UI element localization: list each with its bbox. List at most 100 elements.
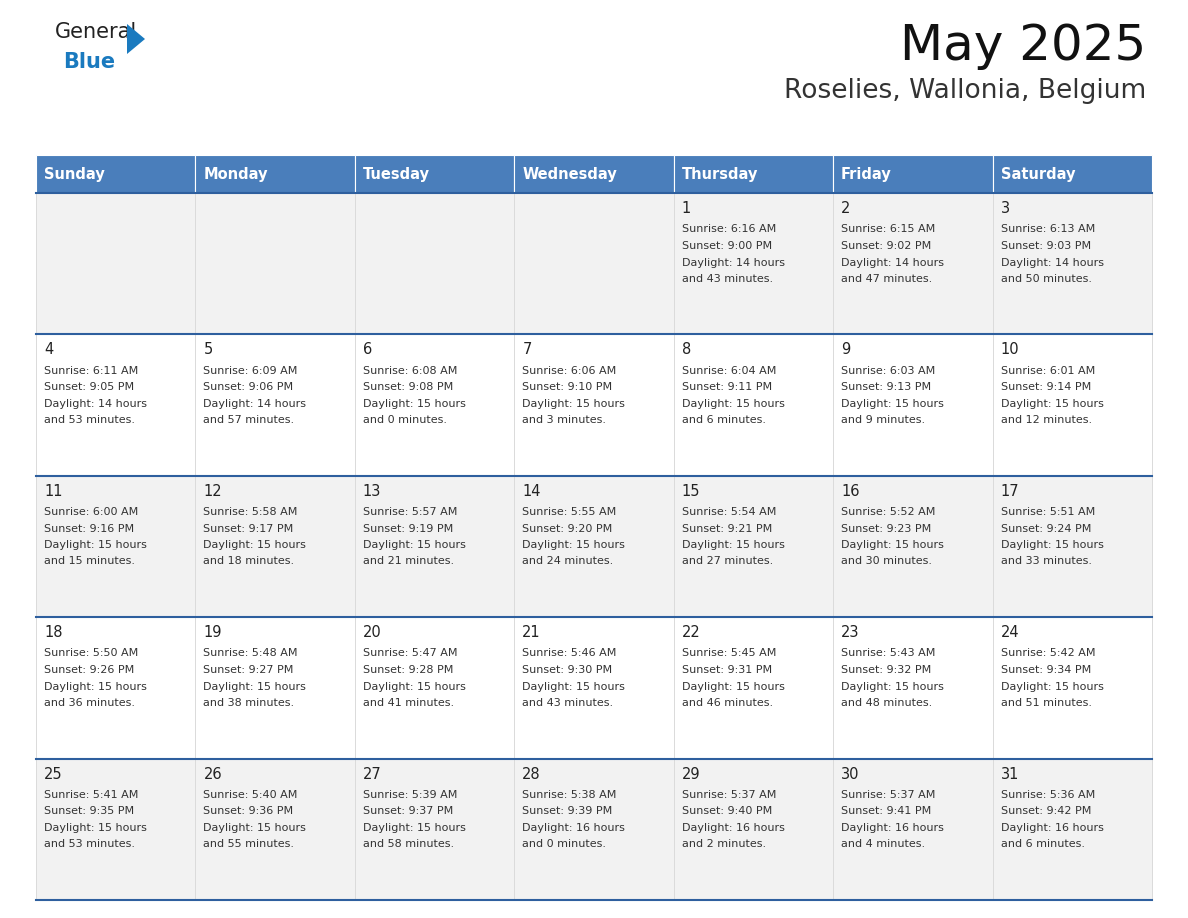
Bar — [355, 758, 514, 900]
Text: Sunrise: 5:36 AM: Sunrise: 5:36 AM — [1000, 789, 1095, 800]
Text: Sunset: 9:05 PM: Sunset: 9:05 PM — [44, 382, 134, 392]
Text: Daylight: 15 hours: Daylight: 15 hours — [203, 823, 307, 834]
Text: and 57 minutes.: and 57 minutes. — [203, 415, 295, 425]
Text: Daylight: 14 hours: Daylight: 14 hours — [203, 399, 307, 409]
Text: Friday: Friday — [841, 166, 892, 182]
Text: 22: 22 — [682, 625, 701, 640]
Text: 13: 13 — [362, 484, 381, 498]
Text: Daylight: 15 hours: Daylight: 15 hours — [362, 399, 466, 409]
Text: and 12 minutes.: and 12 minutes. — [1000, 415, 1092, 425]
Text: Sunset: 9:28 PM: Sunset: 9:28 PM — [362, 665, 453, 675]
Bar — [514, 617, 674, 758]
Text: Sunrise: 5:51 AM: Sunrise: 5:51 AM — [1000, 507, 1095, 517]
Text: Sunrise: 6:13 AM: Sunrise: 6:13 AM — [1000, 224, 1095, 234]
Bar — [992, 193, 1152, 334]
Bar — [355, 155, 514, 193]
Bar — [833, 193, 992, 334]
Bar — [355, 193, 514, 334]
Text: and 3 minutes.: and 3 minutes. — [523, 415, 606, 425]
Text: Sunset: 9:31 PM: Sunset: 9:31 PM — [682, 665, 772, 675]
Text: 6: 6 — [362, 342, 372, 357]
Text: Sunset: 9:11 PM: Sunset: 9:11 PM — [682, 382, 772, 392]
Text: 21: 21 — [523, 625, 541, 640]
Text: Sunrise: 6:09 AM: Sunrise: 6:09 AM — [203, 365, 298, 375]
Text: 19: 19 — [203, 625, 222, 640]
Text: Sunrise: 5:41 AM: Sunrise: 5:41 AM — [44, 789, 138, 800]
Text: and 53 minutes.: and 53 minutes. — [44, 415, 135, 425]
Text: 2: 2 — [841, 201, 851, 216]
Text: Sunrise: 5:37 AM: Sunrise: 5:37 AM — [682, 789, 776, 800]
Text: Daylight: 15 hours: Daylight: 15 hours — [362, 541, 466, 551]
Text: Daylight: 16 hours: Daylight: 16 hours — [682, 823, 784, 834]
Text: Sunrise: 5:45 AM: Sunrise: 5:45 AM — [682, 648, 776, 658]
Text: Sunset: 9:08 PM: Sunset: 9:08 PM — [362, 382, 453, 392]
Bar — [514, 476, 674, 617]
Text: Sunrise: 5:57 AM: Sunrise: 5:57 AM — [362, 507, 457, 517]
Text: Sunrise: 5:40 AM: Sunrise: 5:40 AM — [203, 789, 298, 800]
Text: Sunset: 9:42 PM: Sunset: 9:42 PM — [1000, 807, 1091, 816]
Bar — [196, 617, 355, 758]
Text: 28: 28 — [523, 767, 541, 781]
Text: Daylight: 14 hours: Daylight: 14 hours — [682, 258, 785, 267]
Text: Sunrise: 6:01 AM: Sunrise: 6:01 AM — [1000, 365, 1095, 375]
Bar — [36, 193, 196, 334]
Text: Sunset: 9:26 PM: Sunset: 9:26 PM — [44, 665, 134, 675]
Polygon shape — [127, 24, 145, 54]
Text: Sunrise: 5:58 AM: Sunrise: 5:58 AM — [203, 507, 298, 517]
Bar — [514, 155, 674, 193]
Text: and 6 minutes.: and 6 minutes. — [682, 415, 766, 425]
Bar — [833, 617, 992, 758]
Text: Saturday: Saturday — [1000, 166, 1075, 182]
Text: 24: 24 — [1000, 625, 1019, 640]
Text: and 41 minutes.: and 41 minutes. — [362, 698, 454, 708]
Text: Sunset: 9:03 PM: Sunset: 9:03 PM — [1000, 241, 1091, 251]
Text: and 55 minutes.: and 55 minutes. — [203, 839, 295, 849]
Text: 16: 16 — [841, 484, 860, 498]
Text: Daylight: 15 hours: Daylight: 15 hours — [44, 823, 147, 834]
Text: Sunset: 9:30 PM: Sunset: 9:30 PM — [523, 665, 612, 675]
Text: Sunset: 9:27 PM: Sunset: 9:27 PM — [203, 665, 293, 675]
Bar — [674, 476, 833, 617]
Text: Sunrise: 5:42 AM: Sunrise: 5:42 AM — [1000, 648, 1095, 658]
Text: and 27 minutes.: and 27 minutes. — [682, 556, 773, 566]
Text: Sunset: 9:10 PM: Sunset: 9:10 PM — [523, 382, 612, 392]
Text: 23: 23 — [841, 625, 860, 640]
Text: Daylight: 15 hours: Daylight: 15 hours — [682, 682, 784, 692]
Text: 15: 15 — [682, 484, 700, 498]
Text: 3: 3 — [1000, 201, 1010, 216]
Bar — [196, 155, 355, 193]
Text: Daylight: 15 hours: Daylight: 15 hours — [1000, 682, 1104, 692]
Text: Daylight: 14 hours: Daylight: 14 hours — [841, 258, 944, 267]
Text: and 0 minutes.: and 0 minutes. — [362, 415, 447, 425]
Text: Sunset: 9:35 PM: Sunset: 9:35 PM — [44, 807, 134, 816]
Text: May 2025: May 2025 — [899, 22, 1146, 70]
Bar — [355, 334, 514, 476]
Text: Sunrise: 6:00 AM: Sunrise: 6:00 AM — [44, 507, 138, 517]
Text: Roselies, Wallonia, Belgium: Roselies, Wallonia, Belgium — [784, 78, 1146, 104]
Text: Blue: Blue — [63, 52, 115, 72]
Text: 25: 25 — [44, 767, 63, 781]
Text: Daylight: 15 hours: Daylight: 15 hours — [362, 682, 466, 692]
Text: Sunset: 9:16 PM: Sunset: 9:16 PM — [44, 523, 134, 533]
Text: and 48 minutes.: and 48 minutes. — [841, 698, 933, 708]
Bar — [196, 476, 355, 617]
Text: Daylight: 16 hours: Daylight: 16 hours — [1000, 823, 1104, 834]
Bar — [355, 476, 514, 617]
Text: 29: 29 — [682, 767, 700, 781]
Text: and 36 minutes.: and 36 minutes. — [44, 698, 135, 708]
Bar — [992, 476, 1152, 617]
Text: and 47 minutes.: and 47 minutes. — [841, 274, 933, 284]
Text: Sunrise: 6:06 AM: Sunrise: 6:06 AM — [523, 365, 617, 375]
Text: and 43 minutes.: and 43 minutes. — [682, 274, 773, 284]
Text: Sunrise: 6:15 AM: Sunrise: 6:15 AM — [841, 224, 935, 234]
Bar — [833, 155, 992, 193]
Text: 7: 7 — [523, 342, 532, 357]
Text: Daylight: 15 hours: Daylight: 15 hours — [841, 682, 944, 692]
Text: Daylight: 15 hours: Daylight: 15 hours — [362, 823, 466, 834]
Bar — [36, 758, 196, 900]
Text: 27: 27 — [362, 767, 381, 781]
Text: and 24 minutes.: and 24 minutes. — [523, 556, 613, 566]
Text: Sunset: 9:17 PM: Sunset: 9:17 PM — [203, 523, 293, 533]
Text: Sunrise: 5:47 AM: Sunrise: 5:47 AM — [362, 648, 457, 658]
Text: General: General — [55, 22, 138, 42]
